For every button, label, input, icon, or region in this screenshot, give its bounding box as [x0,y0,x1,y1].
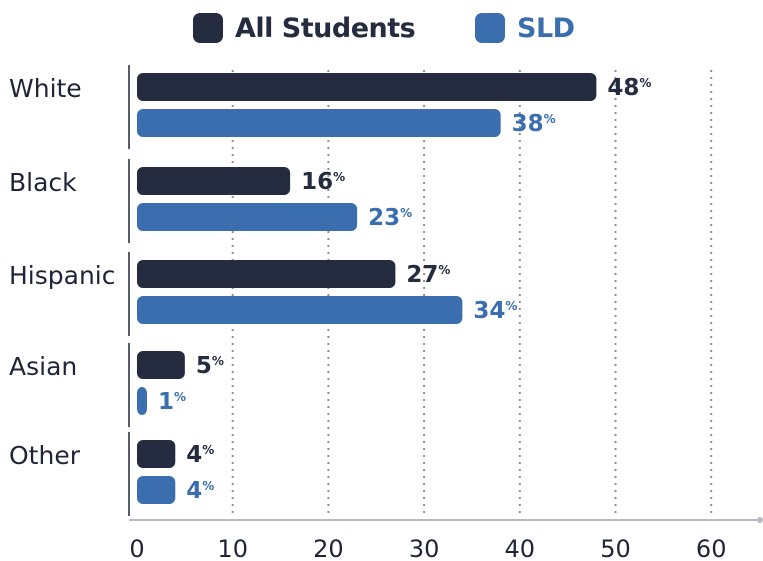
category-label-other: Other [9,441,81,470]
data-label-asian-all-students: 5% [196,353,224,379]
data-label-other-all-students: 4% [186,442,214,468]
category-label-white: White [9,74,82,103]
x-axis-end-marker [757,517,763,523]
legend-label-sld: SLD [517,12,575,44]
data-label-asian-sld: 1% [158,389,186,415]
x-tick-label-60: 60 [696,535,727,561]
legend-label-all-students: All Students [235,12,416,44]
x-tick-label-20: 20 [313,535,344,561]
bar-hispanic-sld [137,296,463,324]
legend-item-all-students: All Students [193,8,416,48]
x-tick-label-30: 30 [409,535,440,561]
bar-black-all-students [137,167,291,195]
bar-hispanic-all-students [137,260,396,288]
bar-black-sld [137,203,358,231]
bar-other-all-students [137,440,176,468]
x-tick-label-0: 0 [129,535,144,561]
data-label-other-sld: 4% [186,478,214,504]
bar-asian-all-students [137,351,185,379]
data-label-black-sld: 23% [368,205,412,231]
legend-swatch-sld [475,13,505,43]
category-label-hispanic: Hispanic [9,261,116,290]
data-label-white-all-students: 48% [607,75,651,101]
x-tick-label-10: 10 [217,535,248,561]
data-label-black-all-students: 16% [301,169,345,195]
bar-asian-sld [137,387,147,415]
bar-other-sld [137,476,176,504]
x-tick-label-50: 50 [600,535,631,561]
legend-item-sld: SLD [475,8,575,48]
category-label-asian: Asian [9,352,77,381]
x-tick-label-40: 40 [505,535,536,561]
data-label-hispanic-sld: 34% [473,298,517,324]
legend-swatch-all-students [193,13,223,43]
bar-white-all-students [137,73,597,101]
data-label-hispanic-all-students: 27% [406,262,450,288]
bar-white-sld [137,109,501,137]
category-label-black: Black [9,168,77,197]
data-label-white-sld: 38% [512,111,556,137]
